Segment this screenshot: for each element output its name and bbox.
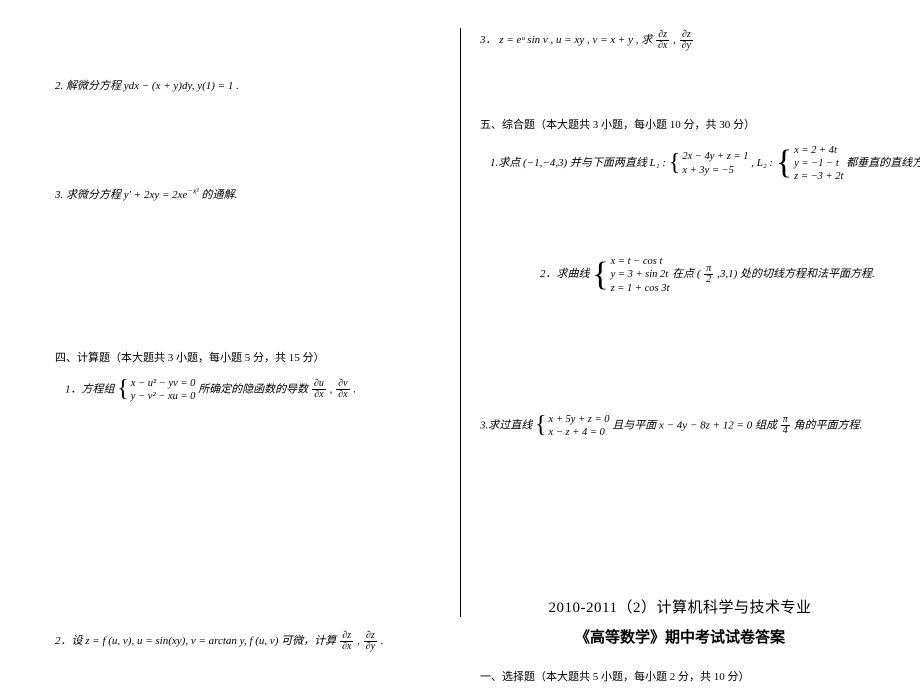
frac-num: ∂z [364, 631, 377, 642]
section4-heading: 四、计算题（本大题共 3 小题，每小题 5 分，共 15 分） [55, 348, 445, 369]
frac-num: ∂z [340, 631, 353, 642]
q3b-lines: x + 5y + z = 0 x − z + 4 = 0 [549, 413, 610, 439]
sec4-q2: 2．设 z = f (u, v), u = sin(xy), v = arcta… [55, 631, 445, 652]
q3-exp: −x² [187, 186, 198, 195]
q2-text: 2. 解微分方程 ydx − (x + y)dy, y(1) = 1 . [55, 80, 239, 92]
answer-line1: 2010-2011（2）计算机科学与技术专业 [480, 593, 880, 623]
q2-curve: { x = t − cos t y = 3 + sin 2t z = 1 + c… [592, 255, 669, 294]
q1-L2-lines: x = 2 + 4t y = −1 − t z = −3 + 2t [794, 144, 843, 183]
q1-L1-l1: 2x − 4y + z = 1 [682, 150, 748, 163]
q3b-line: { x + 5y + z = 0 x − z + 4 = 0 [535, 413, 609, 439]
sec4-q1-pre: 1．方程组 [65, 383, 115, 395]
q1-mid: , L₂ : [751, 157, 776, 169]
left-brace-icon: { [776, 148, 792, 179]
comma: , [330, 383, 336, 395]
answer-line2: 《高等数学》期中考试试卷答案 [480, 623, 880, 653]
left-brace-icon: { [592, 260, 608, 291]
sec4-heading-text: 四、计算题（本大题共 3 小题，每小题 5 分，共 15 分） [55, 352, 325, 364]
q3-frac2: ∂z ∂y [680, 30, 693, 51]
sec4-q1-line1: x − u² − yv = 0 [131, 377, 196, 390]
answer-title: 2010-2011（2）计算机科学与技术专业 《高等数学》期中考试试卷答案 [480, 593, 880, 653]
frac-den: 2 [704, 275, 713, 285]
q1-L1-lines: 2x − 4y + z = 1 x + 3y = −5 [682, 150, 748, 176]
sec4-q1-lines: x − u² − yv = 0 y − v² − xu = 0 [131, 377, 196, 403]
sec4-q2-frac2: ∂z ∂y [364, 631, 377, 652]
frac-den: ∂y [680, 41, 693, 51]
q2-l3: z = 1 + cos 3t [611, 282, 670, 295]
q3b-frac: π 4 [781, 415, 790, 436]
q2-ode: 2. 解微分方程 ydx − (x + y)dy, y(1) = 1 . [55, 76, 445, 97]
q3-ode: 3. 求微分方程 y′ + 2xy = 2xe−x² 的通解. [55, 185, 445, 206]
frac-den: ∂x [656, 41, 669, 51]
frac-den: ∂x [336, 390, 349, 400]
frac-den: 4 [781, 426, 790, 436]
q3b-l2: x − z + 4 = 0 [549, 426, 610, 439]
q3-frac1: ∂z ∂x [656, 30, 669, 51]
sec4-q3: 3． z = eᵘ sin v , u = xy , v = x + y , 求… [480, 30, 880, 51]
q3b-mid: 且与平面 x − 4y − 8z + 12 = 0 组成 [612, 419, 777, 431]
frac-den: ∂y [364, 642, 377, 652]
sec4-q1-frac1: ∂u ∂x [312, 379, 326, 400]
sec4-q1: 1．方程组 { x − u² − yv = 0 y − v² − xu = 0 … [55, 377, 445, 403]
q1-L1-l2: x + 3y = −5 [682, 164, 748, 177]
sec4-q2-frac1: ∂z ∂x [340, 631, 353, 652]
q1-L2-l1: x = 2 + 4t [794, 144, 843, 157]
q1-L2-l3: z = −3 + 2t [794, 170, 843, 183]
sec5-q1: 1.求点 (−1,−4,3) 并与下面两直线 L₁ : { 2x − 4y + … [480, 144, 880, 183]
q3b-post: 角的平面方程. [793, 419, 862, 431]
sec5-q2: 2．求曲线 { x = t − cos t y = 3 + sin 2t z =… [480, 255, 880, 294]
sec4-q1-mid: 所确定的隐函数的导数 [198, 383, 308, 395]
frac-den: ∂x [312, 390, 325, 400]
q3b-l1: x + 5y + z = 0 [549, 413, 610, 426]
sec4-q1-system: { x − u² − yv = 0 y − v² − xu = 0 [117, 377, 195, 403]
q1-L2-l2: y = −1 − t [794, 157, 843, 170]
q3-pre: 3． z = eᵘ sin v , u = xy , v = x + y , 求 [480, 34, 652, 46]
q2-lines: x = t − cos t y = 3 + sin 2t z = 1 + cos… [611, 255, 670, 294]
sec4-q1-line2: y − v² − xu = 0 [131, 390, 196, 403]
left-brace-icon: { [117, 379, 129, 401]
answer-sec1: 一、选择题（本大题共 5 小题，每小题 2 分，共 10 分） [480, 667, 880, 688]
right-column: 3． z = eᵘ sin v , u = xy , v = x + y , 求… [460, 0, 920, 637]
q3-pre: 3. 求微分方程 y′ + 2xy = 2xe [55, 189, 187, 201]
q2-pi-frac: π 2 [704, 264, 713, 285]
answer-sec1-text: 一、选择题（本大题共 5 小题，每小题 2 分，共 10 分） [480, 671, 750, 683]
q2-pre: 2．求曲线 [540, 268, 590, 280]
exam-page: 2. 解微分方程 ydx − (x + y)dy, y(1) = 1 . 3. … [0, 0, 920, 637]
left-column: 2. 解微分方程 ydx − (x + y)dy, y(1) = 1 . 3. … [0, 0, 460, 637]
q2-mid-b: ,3,1) 处的切线方程和法平面方程. [717, 268, 875, 280]
q1-post: 都垂直的直线方程. [846, 157, 920, 169]
q2-l2: y = 3 + sin 2t [611, 268, 670, 281]
q2-mid-a: 在点 ( [672, 268, 700, 280]
frac-den: ∂x [340, 642, 353, 652]
left-brace-icon: { [669, 153, 681, 175]
sec4-q1-frac2: ∂v ∂x [336, 379, 349, 400]
q3-post: 的通解. [199, 189, 238, 201]
sec5-heading-text: 五、综合题（本大题共 3 小题，每小题 10 分，共 30 分） [480, 119, 755, 131]
comma: , [673, 34, 679, 46]
q1-pre: 1.求点 (−1,−4,3) 并与下面两直线 L₁ : [490, 157, 669, 169]
q1-L1: { 2x − 4y + z = 1 x + 3y = −5 [669, 150, 749, 176]
q3b-pre: 3.求过直线 [480, 419, 532, 431]
sec5-q3: 3.求过直线 { x + 5y + z = 0 x − z + 4 = 0 且与… [480, 413, 880, 439]
dot: . [353, 383, 356, 395]
section5-heading: 五、综合题（本大题共 3 小题，每小题 10 分，共 30 分） [480, 115, 880, 136]
left-brace-icon: { [535, 415, 547, 437]
q1-L2: { x = 2 + 4t y = −1 − t z = −3 + 2t [776, 144, 844, 183]
q2-l1: x = t − cos t [611, 255, 670, 268]
